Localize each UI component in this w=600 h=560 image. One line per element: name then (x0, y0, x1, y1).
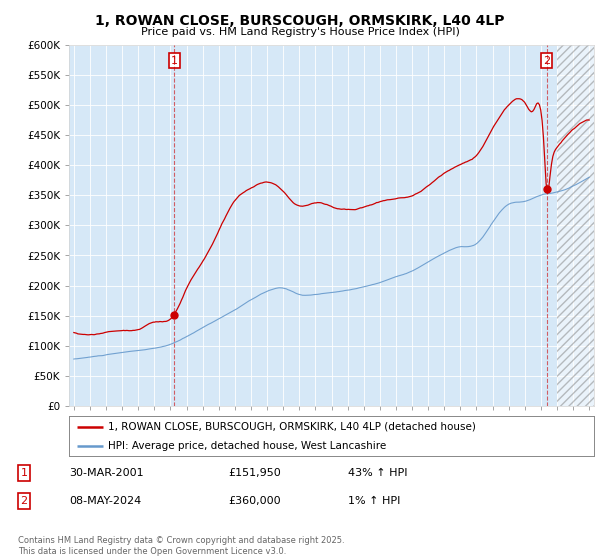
Text: Price paid vs. HM Land Registry's House Price Index (HPI): Price paid vs. HM Land Registry's House … (140, 27, 460, 37)
Text: £151,950: £151,950 (228, 468, 281, 478)
Text: 43% ↑ HPI: 43% ↑ HPI (348, 468, 407, 478)
Text: Contains HM Land Registry data © Crown copyright and database right 2025.
This d: Contains HM Land Registry data © Crown c… (18, 536, 344, 556)
Text: 30-MAR-2001: 30-MAR-2001 (69, 468, 143, 478)
Text: 1, ROWAN CLOSE, BURSCOUGH, ORMSKIRK, L40 4LP: 1, ROWAN CLOSE, BURSCOUGH, ORMSKIRK, L40… (95, 14, 505, 28)
Text: £360,000: £360,000 (228, 496, 281, 506)
Text: 2: 2 (20, 496, 28, 506)
Bar (557, 45, 594, 406)
Text: 1: 1 (20, 468, 28, 478)
Text: 1% ↑ HPI: 1% ↑ HPI (348, 496, 400, 506)
Text: 1, ROWAN CLOSE, BURSCOUGH, ORMSKIRK, L40 4LP (detached house): 1, ROWAN CLOSE, BURSCOUGH, ORMSKIRK, L40… (109, 422, 476, 432)
Text: HPI: Average price, detached house, West Lancashire: HPI: Average price, detached house, West… (109, 441, 386, 451)
Text: 08-MAY-2024: 08-MAY-2024 (69, 496, 141, 506)
Text: 1: 1 (171, 55, 178, 66)
Text: 2: 2 (543, 55, 550, 66)
